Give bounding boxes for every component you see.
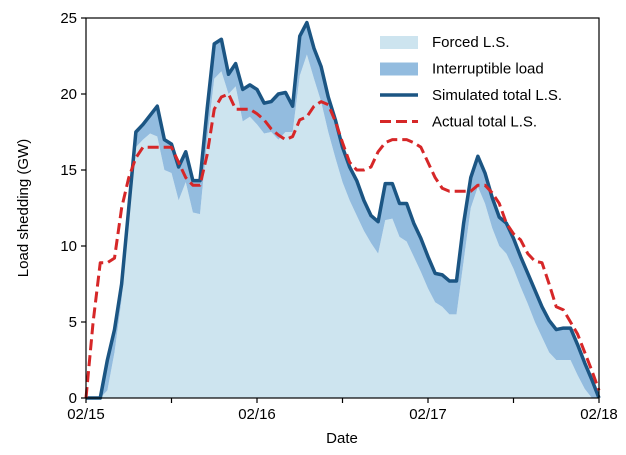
x-tick-label: 02/18: [580, 406, 618, 423]
y-tick-label: 0: [69, 390, 77, 407]
dashed-line: [84, 92, 601, 399]
x-tick-label: 02/16: [238, 406, 276, 423]
y-tick-label: 20: [60, 86, 77, 103]
y-tick-label: 25: [60, 10, 77, 27]
line: [86, 20, 601, 400]
y-tick-label: 10: [60, 238, 77, 255]
x-tick-label: 02/15: [67, 406, 105, 423]
legend-label: Actual total L.S.: [432, 114, 537, 131]
y-axis-label: Load shedding (GW): [15, 139, 32, 277]
y-tick-label: 15: [60, 162, 77, 179]
x-tick-label: 02/17: [409, 406, 447, 423]
stacked-area: [86, 54, 599, 398]
legend-label: Forced L.S.: [432, 34, 510, 51]
y-tick-label: 5: [69, 314, 77, 331]
legend-swatch: [380, 62, 418, 76]
legend-swatch: [380, 36, 418, 49]
legend-label: Simulated total L.S.: [432, 87, 562, 104]
legend-label: Interruptible load: [432, 61, 544, 78]
x-axis-label: Date: [326, 430, 358, 447]
